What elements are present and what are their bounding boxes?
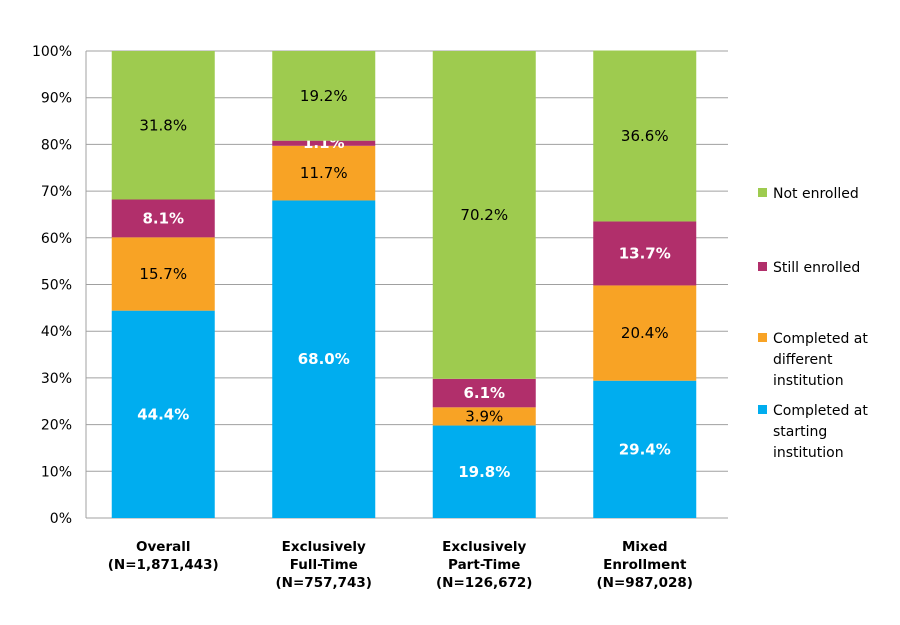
data-label: 70.2%	[460, 206, 508, 224]
x-category-label: Exclusively	[282, 539, 366, 555]
legend-swatch	[758, 188, 767, 197]
legend-label: Completed at	[773, 331, 868, 347]
legend-label: Completed at	[773, 403, 868, 419]
x-category-label: Exclusively	[442, 539, 526, 555]
data-label: 13.7%	[619, 244, 671, 262]
data-label: 15.7%	[139, 265, 187, 283]
legend-swatch	[758, 405, 767, 414]
bar-segment	[272, 51, 376, 141]
data-label: 31.8%	[139, 116, 187, 134]
data-label: 36.6%	[621, 127, 669, 145]
data-label: 44.4%	[137, 405, 189, 423]
legend-label: Still enrolled	[773, 260, 860, 276]
x-category-label: (N=987,028)	[597, 575, 693, 591]
bar-segment	[432, 51, 536, 379]
y-tick-label: 90%	[41, 91, 72, 107]
data-label: 19.2%	[300, 87, 348, 105]
bar-segment	[272, 145, 376, 201]
y-tick-label: 10%	[41, 464, 72, 480]
bar-segment	[593, 285, 697, 381]
bar-segment	[432, 425, 536, 518]
bar-segment	[593, 221, 697, 286]
legend-label: starting	[773, 424, 827, 440]
x-category-label: Full-Time	[290, 557, 358, 573]
bar-segment	[272, 140, 376, 146]
y-tick-label: 50%	[41, 278, 72, 294]
data-label: 19.8%	[458, 463, 510, 481]
data-label: 68.0%	[298, 350, 350, 368]
legend-swatch	[758, 333, 767, 342]
bar-segment	[432, 378, 536, 408]
legend-label: institution	[773, 445, 844, 461]
data-label: 3.9%	[465, 407, 503, 425]
x-category-label: Enrollment	[603, 557, 687, 573]
data-label: 6.1%	[463, 384, 505, 402]
data-label: 20.4%	[621, 324, 669, 342]
legend-label: institution	[773, 373, 844, 389]
legend-label: Not enrolled	[773, 186, 859, 202]
legend-swatch	[758, 262, 767, 271]
y-tick-label: 60%	[41, 231, 72, 247]
bar-segment	[272, 200, 376, 518]
legend-label: different	[773, 352, 833, 368]
x-category-label: Part-Time	[448, 557, 520, 573]
data-label: 29.4%	[619, 440, 671, 458]
x-category-label: Mixed	[622, 539, 668, 555]
bar-segment	[111, 310, 215, 518]
bar-segment	[111, 237, 215, 311]
x-category-label: Overall	[136, 539, 190, 555]
y-tick-label: 100%	[32, 44, 72, 60]
y-tick-label: 0%	[50, 511, 72, 527]
y-tick-label: 70%	[41, 184, 72, 200]
bar-segment	[111, 51, 215, 200]
y-tick-label: 40%	[41, 324, 72, 340]
bar-segment	[111, 199, 215, 238]
y-tick-label: 30%	[41, 371, 72, 387]
data-label: 11.7%	[300, 164, 348, 182]
x-category-label: (N=126,672)	[436, 575, 532, 591]
data-label: 8.1%	[142, 209, 184, 227]
x-category-label: (N=757,743)	[276, 575, 372, 591]
bar-segment	[432, 407, 536, 426]
x-category-label: (N=1,871,443)	[108, 557, 219, 573]
bar-segment	[593, 50, 697, 222]
y-tick-label: 20%	[41, 418, 72, 434]
y-tick-label: 80%	[41, 137, 72, 153]
bar-segment	[593, 380, 697, 518]
